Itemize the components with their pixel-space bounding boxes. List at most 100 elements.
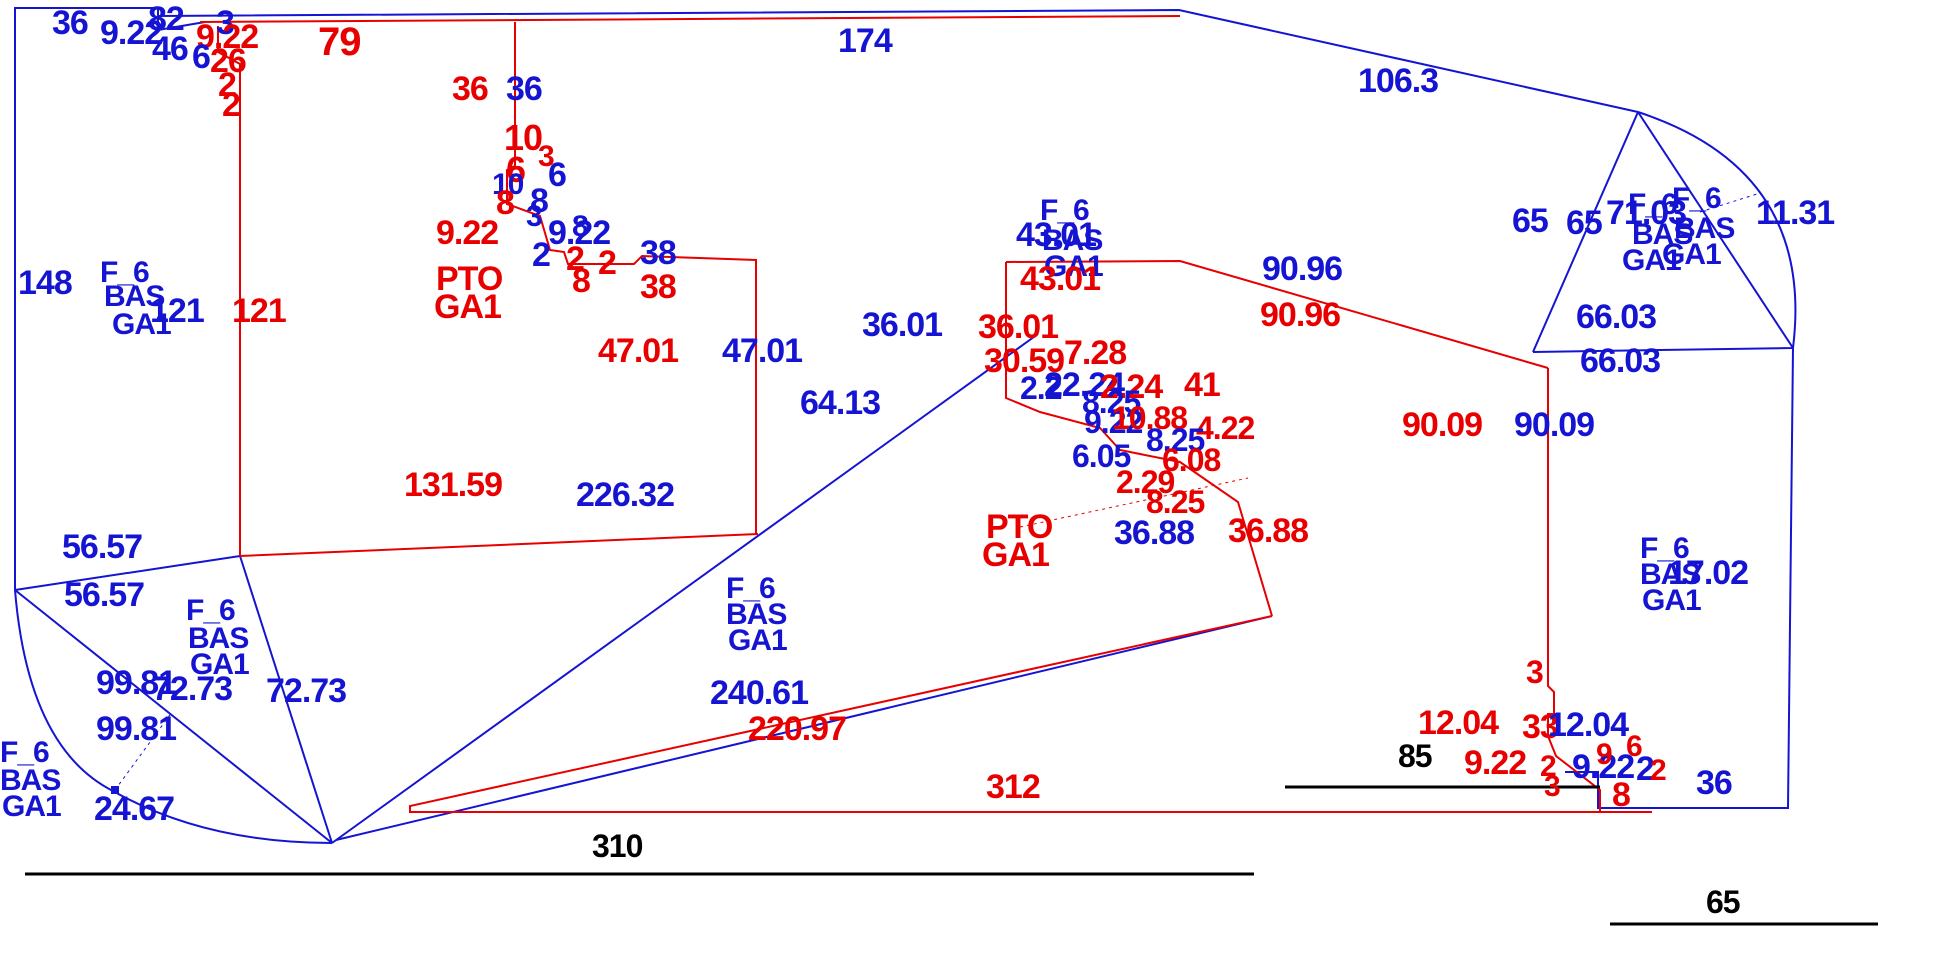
dimension-label: F_6 xyxy=(1640,532,1690,565)
dimension-label: 85 xyxy=(1398,738,1433,774)
dimension-label: 8 xyxy=(572,262,591,300)
dimension-label: 8 xyxy=(530,182,549,220)
dimension-label: BAS xyxy=(1674,212,1735,245)
dimension-label: 3 xyxy=(1544,770,1561,803)
dimension-label: 174 xyxy=(838,22,893,60)
parcel-right-edge xyxy=(1565,347,1794,809)
dimension-label: 72.73 xyxy=(266,672,347,710)
dimension-label: 56.57 xyxy=(62,528,143,566)
dimension-label: GA1 xyxy=(434,288,502,326)
dimension-label: 6.05 xyxy=(1072,438,1131,474)
dimension-label: GA1 xyxy=(1044,250,1104,283)
dimension-label: 131.59 xyxy=(404,466,503,504)
dimension-label: 2.29 xyxy=(1116,464,1175,500)
scale-bars xyxy=(25,785,1878,926)
dimension-label: 106.3 xyxy=(1358,62,1439,100)
dimension-label: 2 xyxy=(1650,754,1667,787)
new-pto-region-edge xyxy=(1005,262,1273,617)
dimension-label: PTO xyxy=(986,508,1053,546)
dimension-label: F_6 xyxy=(1628,188,1678,221)
dimension-label: 312 xyxy=(986,768,1041,806)
dimension-label: 36 xyxy=(452,70,489,108)
dimension-label: 121 xyxy=(232,292,287,330)
dimension-label: 36 xyxy=(52,4,89,42)
dimension-label: 6 xyxy=(192,38,211,76)
dimension-label: 11.31 xyxy=(1756,194,1835,232)
dimension-label: GA1 xyxy=(2,790,62,823)
parcel-steep-diagonal xyxy=(331,333,1039,844)
dimension-label: 2 xyxy=(222,86,241,124)
dimension-label: 65 xyxy=(1566,204,1603,242)
dimension-label: BAS xyxy=(188,622,249,655)
dimension-label: GA1 xyxy=(1642,584,1702,617)
dimension-label: F_6 xyxy=(1672,182,1722,215)
new-jog-chain xyxy=(506,22,757,534)
dimension-label: 90.09 xyxy=(1514,406,1595,444)
dimension-label: 6 xyxy=(548,156,567,194)
new-mid-edge xyxy=(239,533,759,557)
dimension-label: 9 xyxy=(1596,738,1613,771)
dimension-label: 9.22 xyxy=(436,214,499,252)
leader-dotted-topright xyxy=(1699,193,1758,213)
dimension-label: 4.22 xyxy=(1196,410,1255,446)
dimension-label: 240.61 xyxy=(710,674,809,712)
dimension-label: 36 xyxy=(1696,764,1733,802)
dimension-label: GA1 xyxy=(190,648,250,681)
dimension-label: 90.09 xyxy=(1402,406,1483,444)
dimension-label: 43.01 xyxy=(1020,260,1101,298)
parcel-topleft-jog xyxy=(157,21,206,31)
dimension-label: 36 xyxy=(506,70,543,108)
dimension-label: 7.28 xyxy=(1064,334,1127,372)
dimension-label: BAS xyxy=(1640,558,1701,591)
vertex-marker xyxy=(111,786,119,794)
dimension-label: GA1 xyxy=(728,624,788,657)
new-bottom-edge xyxy=(409,615,1652,813)
dimension-label: 10.88 xyxy=(1112,400,1188,436)
dimension-label: 8.25 xyxy=(1146,484,1205,520)
dimension-label: 17.02 xyxy=(1668,554,1749,592)
dimension-label: 79 xyxy=(318,20,361,64)
dimension-label: 65 xyxy=(1512,202,1549,240)
dimension-label: 8 xyxy=(572,210,589,243)
dimension-label: BAS xyxy=(0,764,61,797)
new-left-edge xyxy=(217,26,241,556)
dimension-label: 9.22 xyxy=(1464,744,1527,782)
dimension-label: 65 xyxy=(1706,884,1741,920)
dimension-label: 47.01 xyxy=(598,332,679,370)
dimension-label: 6.08 xyxy=(1162,442,1221,478)
dimension-label: 9.22 xyxy=(1572,748,1635,786)
dimension-label: F_6 xyxy=(186,594,236,627)
dimension-label: GA1 xyxy=(1662,238,1722,271)
dimension-label: 3 xyxy=(526,200,543,233)
dimension-label: GA1 xyxy=(112,308,172,341)
dimension-label: 2.24 xyxy=(1100,368,1163,406)
parcel-apex-arc xyxy=(1637,111,1797,349)
dimension-label: 2 xyxy=(532,236,551,274)
dimension-label: 3 xyxy=(216,4,235,42)
dimension-label: 9.22 xyxy=(100,14,163,52)
dimension-label: GA1 xyxy=(982,536,1050,574)
dimension-label: 6 xyxy=(1626,730,1643,763)
parcel-apex-triangle xyxy=(1532,111,1794,353)
dimension-label: 99.81 xyxy=(96,710,177,748)
dimension-label: F_6 xyxy=(726,572,776,605)
dimension-label: 33 xyxy=(1522,708,1559,746)
dimension-label: 47.01 xyxy=(722,332,803,370)
dimension-label: 43.01 xyxy=(1016,216,1097,254)
dimension-label: 220.97 xyxy=(748,710,847,748)
dimension-label: 36.01 xyxy=(862,306,943,344)
dimension-label: 8 xyxy=(496,184,515,222)
dimension-label: 2 xyxy=(1636,750,1655,788)
dimension-label: 226.32 xyxy=(576,476,675,514)
dimension-label: BAS xyxy=(726,598,787,631)
dimension-label: 2 xyxy=(218,66,237,104)
dimension-label: 24.67 xyxy=(94,790,175,828)
dimension-label: 10 xyxy=(504,117,543,158)
dimension-label: 9.22 xyxy=(196,18,259,56)
dimension-label: BAS xyxy=(1632,218,1693,251)
dimension-label: 2 xyxy=(598,244,617,282)
dimension-label: 121 xyxy=(150,292,205,330)
dimension-label: 8.25 xyxy=(1146,422,1205,458)
